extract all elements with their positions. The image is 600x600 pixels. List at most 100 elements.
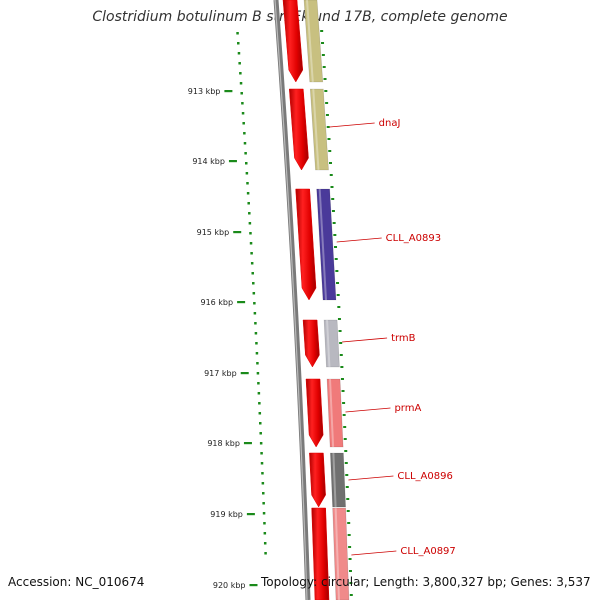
gc-dot — [252, 292, 256, 295]
gc-dot — [261, 482, 265, 485]
gc-content-track-right — [320, 30, 353, 596]
cds-arrow — [302, 319, 320, 368]
gc-dot — [328, 150, 332, 152]
gene-label: trmB — [391, 333, 416, 344]
accession-text: Accession: NC_010674 — [8, 575, 145, 589]
gc-dot — [325, 114, 329, 116]
genome-backbone — [273, 0, 311, 600]
gc-dot — [246, 182, 249, 185]
gc-dot — [320, 30, 324, 32]
gc-dot — [255, 352, 259, 355]
gene-highlight — [318, 188, 327, 301]
gc-dot — [254, 332, 258, 335]
cds-arrow — [305, 378, 324, 448]
gene-highlight — [332, 452, 337, 508]
gc-dot — [349, 594, 353, 596]
gc-dot — [259, 422, 262, 425]
gene-highlight — [306, 0, 314, 83]
gc-dot — [333, 234, 337, 236]
gene-label: CLL_A0896 — [397, 471, 452, 482]
gc-dot — [239, 82, 243, 85]
gc-dot — [348, 546, 352, 548]
gene-highlight — [334, 507, 340, 600]
gc-dot — [263, 542, 267, 545]
gc-dot — [254, 322, 257, 325]
gene-block — [332, 507, 350, 600]
tick-label: 920 kbp — [213, 581, 246, 590]
gc-dot — [262, 502, 265, 505]
gc-dot — [249, 242, 253, 245]
gene-label: CLL_A0893 — [386, 233, 441, 244]
gc-dot — [331, 198, 335, 200]
gene-label: CLL_A0897 — [400, 546, 455, 557]
gene-block — [303, 0, 324, 83]
gc-dot — [258, 402, 261, 405]
gc-dot — [252, 282, 255, 285]
tick-mark — [224, 90, 233, 93]
cds-arrow — [288, 88, 309, 171]
cds-arrow — [282, 0, 304, 83]
gc-dot — [260, 452, 263, 455]
gc-dot — [255, 342, 258, 345]
gc-dot — [246, 192, 250, 195]
gc-dot — [345, 486, 349, 488]
gene-block — [316, 188, 337, 301]
gc-dot — [241, 112, 245, 115]
gc-dot — [248, 212, 251, 215]
genome-summary-text: Topology: circular; Length: 3,800,327 bp… — [261, 575, 591, 589]
gc-dot — [253, 312, 257, 315]
gc-dot — [347, 534, 351, 536]
gc-dot — [344, 462, 348, 464]
tick-label: 915 kbp — [197, 228, 230, 237]
gc-dot — [340, 366, 344, 368]
gc-dot — [263, 532, 267, 535]
tick-label: 914 kbp — [192, 157, 225, 166]
gc-dot — [343, 426, 347, 428]
gc-dot — [239, 72, 242, 75]
gc-dot — [247, 202, 250, 205]
cds-arrow — [295, 188, 317, 301]
gc-dot — [259, 432, 262, 435]
cds-arrow — [309, 452, 326, 508]
gc-dot — [237, 42, 240, 45]
gc-dot — [257, 392, 261, 395]
gc-dot — [342, 414, 346, 416]
tick-mark — [246, 513, 255, 516]
gc-dot — [342, 402, 346, 404]
coordinate-ticks: 913 kbp 914 kbp 915 kbp 916 kbp 917 kbp 918 k… — [188, 87, 258, 590]
gc-dot — [331, 210, 335, 212]
gene-block — [330, 452, 346, 508]
tick-mark — [237, 301, 246, 304]
tick-label: 917 kbp — [204, 369, 237, 378]
gc-dot — [242, 122, 245, 125]
label-leader-line — [345, 407, 391, 413]
gc-dot — [348, 558, 352, 560]
gene-label: prmA — [394, 403, 421, 414]
gc-dot — [321, 54, 325, 56]
gc-dot — [327, 138, 331, 140]
gene-highlight — [312, 88, 320, 171]
gene-label: dnaJ — [379, 118, 401, 129]
gene-block — [326, 378, 344, 448]
gc-dot — [258, 412, 262, 415]
gc-dot — [337, 318, 341, 320]
tick-label: 913 kbp — [188, 87, 221, 96]
gc-dot — [253, 302, 256, 305]
gc-dot — [238, 62, 241, 65]
cds-arrow — [311, 507, 330, 600]
gc-dot — [260, 462, 264, 465]
cds-track — [282, 0, 330, 600]
gc-dot — [329, 174, 333, 176]
gc-dot — [345, 474, 349, 476]
gc-dot — [340, 378, 344, 380]
gc-dot — [244, 152, 247, 155]
gc-dot — [334, 246, 338, 248]
gc-dot — [338, 330, 342, 332]
label-leader-line — [342, 337, 388, 343]
gene-block — [309, 88, 329, 171]
gc-dot — [243, 132, 246, 135]
gc-dot — [261, 472, 264, 475]
label-leader-line — [351, 550, 397, 556]
gc-dot — [240, 92, 243, 95]
